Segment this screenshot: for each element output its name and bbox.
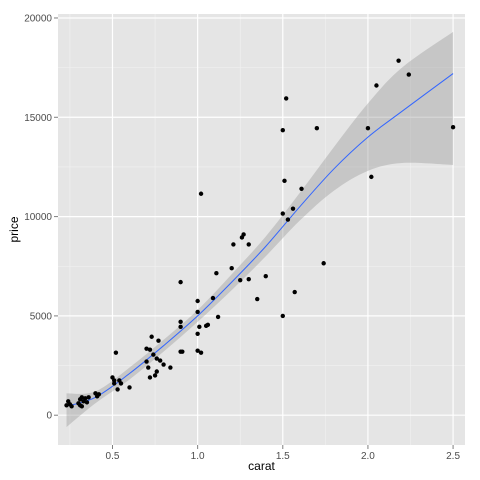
data-point (178, 324, 183, 330)
x-tick-label: 2.0 (361, 451, 375, 462)
data-point (246, 276, 251, 282)
y-tick-label: 0 (46, 411, 52, 422)
data-point (178, 279, 183, 285)
data-point (112, 381, 117, 386)
data-point (215, 314, 221, 320)
x-axis-ticks: 0.5 1.0 1.5 2.0 2.5 (106, 445, 460, 462)
data-point (365, 126, 371, 131)
data-point (156, 338, 161, 343)
y-tick-label: 15000 (24, 113, 52, 124)
data-point (64, 403, 69, 408)
data-point (146, 365, 151, 370)
data-point (161, 362, 166, 367)
data-point (154, 356, 159, 361)
data-point (210, 295, 216, 301)
data-point (198, 350, 204, 355)
data-point (195, 309, 200, 315)
data-point (369, 174, 374, 180)
data-point (299, 186, 304, 191)
data-point (246, 242, 251, 247)
data-point (180, 349, 185, 354)
y-tick-label: 10000 (24, 212, 52, 223)
data-point (157, 358, 163, 363)
data-point (178, 319, 183, 325)
x-tick-label: 0.5 (106, 451, 120, 462)
data-point (263, 273, 268, 279)
data-point (290, 206, 296, 211)
x-axis-title: carat (248, 459, 275, 473)
data-point (282, 178, 287, 184)
data-point (86, 395, 91, 400)
y-axis-ticks: 0 5000 10000 15000 20000 (24, 13, 58, 422)
data-point (151, 352, 156, 357)
data-point (198, 191, 204, 196)
data-point (147, 347, 153, 352)
smooth-line (66, 73, 454, 407)
data-point (374, 83, 379, 88)
x-tick-label: 1.5 (276, 451, 290, 462)
y-axis-title: price (7, 216, 21, 242)
data-point (147, 375, 153, 380)
data-point (314, 126, 320, 131)
data-point (118, 381, 124, 386)
data-point (285, 217, 291, 222)
data-point (144, 346, 149, 351)
data-point (69, 404, 74, 409)
data-point (280, 313, 285, 319)
data-point (283, 96, 289, 101)
data-point (127, 385, 132, 390)
data-point (321, 261, 326, 266)
data-point (197, 324, 202, 330)
data-point (115, 387, 120, 392)
y-tick-label: 20000 (24, 13, 52, 24)
data-point (255, 296, 260, 302)
data-point (149, 334, 154, 339)
data-point (168, 365, 173, 370)
data-point (214, 271, 219, 276)
data-points (64, 58, 456, 409)
data-point (280, 211, 285, 216)
data-point (144, 359, 149, 364)
data-point (238, 277, 243, 283)
x-tick-label: 1.0 (191, 451, 205, 462)
y-tick-label: 5000 (30, 311, 53, 322)
data-point (406, 72, 411, 77)
data-point (79, 395, 85, 400)
data-point (195, 331, 200, 336)
data-point (96, 392, 102, 397)
data-point (292, 289, 297, 295)
data-point (450, 125, 456, 130)
plot-panel (58, 14, 465, 445)
data-point (280, 127, 285, 133)
data-point (195, 298, 200, 304)
data-point (79, 404, 85, 409)
data-point (241, 232, 246, 237)
data-point (195, 348, 200, 353)
grid-lines (58, 14, 465, 445)
data-point (229, 266, 234, 271)
data-point (113, 350, 119, 355)
data-point (83, 396, 88, 401)
confidence-band (66, 31, 454, 428)
data-point (154, 369, 159, 374)
data-point (152, 373, 158, 378)
data-point (84, 400, 90, 405)
data-point (396, 58, 401, 63)
data-point (205, 322, 211, 328)
x-tick-label: 2.5 (446, 451, 460, 462)
data-point (231, 242, 236, 247)
